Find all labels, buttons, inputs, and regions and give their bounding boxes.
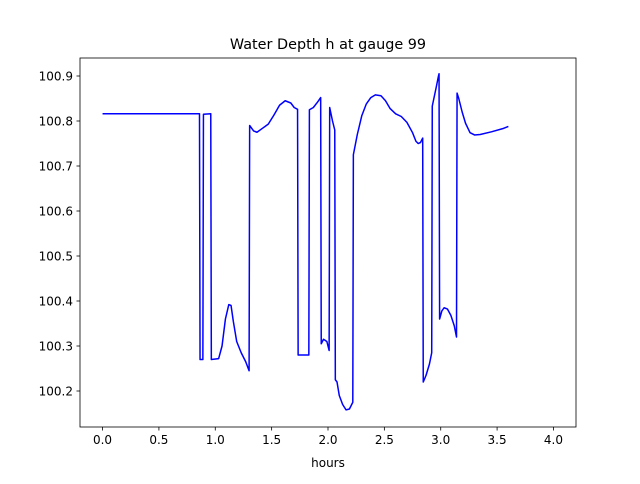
- y-tick-label: 100.2: [39, 384, 73, 398]
- x-tick-label: 2.5: [375, 433, 394, 447]
- y-tick-label: 100.7: [39, 159, 73, 173]
- x-tick-label: 4.0: [544, 433, 563, 447]
- x-tick-label: 3.0: [431, 433, 450, 447]
- x-tick-label: 1.5: [262, 433, 281, 447]
- y-axis: 100.2 100.3 100.4 100.5 100.6 100.7 100.8 100.9: [39, 69, 80, 398]
- y-tick-label: 100.9: [39, 69, 73, 83]
- x-tick-label: 1.0: [206, 433, 225, 447]
- y-tick-label: 100.4: [39, 294, 73, 308]
- x-axis-title: hours: [311, 456, 345, 470]
- x-tick-label: 2.0: [318, 433, 337, 447]
- x-tick-label: 0.0: [93, 433, 112, 447]
- series-line-0: [102, 73, 509, 411]
- chart-title: Water Depth h at gauge 99: [230, 37, 426, 53]
- x-axis: 0.0 0.5 1.0 1.5 2.0 2.5 3.0 3.5 4.0: [93, 427, 563, 447]
- y-tick-label: 100.6: [39, 204, 73, 218]
- y-tick-label: 100.5: [39, 249, 73, 263]
- y-tick-label: 100.3: [39, 339, 73, 353]
- x-tick-label: 0.5: [149, 433, 168, 447]
- x-tick-label: 3.5: [488, 433, 507, 447]
- y-tick-label: 100.8: [39, 114, 73, 128]
